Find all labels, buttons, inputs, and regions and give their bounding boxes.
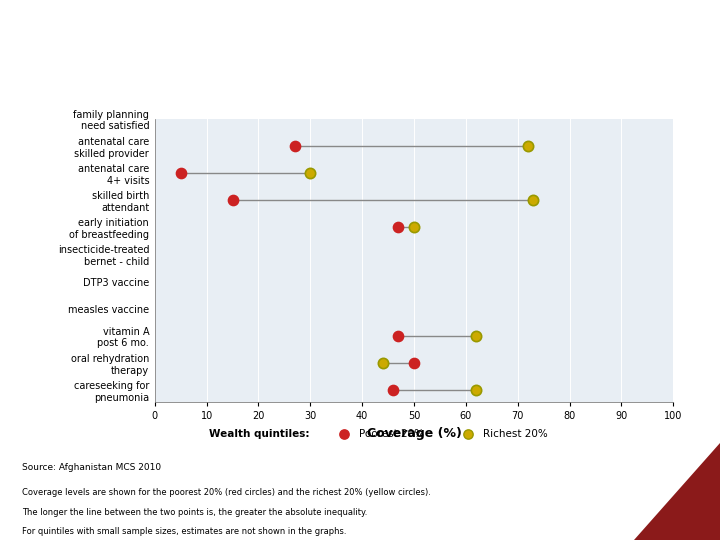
Point: [462, 430, 474, 438]
Text: Source: Afghanistan MCS 2010: Source: Afghanistan MCS 2010: [22, 463, 161, 472]
Point: [408, 223, 420, 232]
Point: [289, 141, 300, 150]
X-axis label: Coverage (%): Coverage (%): [366, 427, 462, 440]
Point: [387, 386, 399, 394]
Text: Richest 20%: Richest 20%: [482, 429, 547, 439]
Polygon shape: [634, 443, 720, 540]
Text: For quintiles with small sample sizes, estimates are not shown in the graphs.: For quintiles with small sample sizes, e…: [22, 526, 346, 536]
Point: [175, 168, 186, 177]
Point: [408, 359, 420, 367]
Point: [305, 168, 316, 177]
Point: [470, 386, 482, 394]
Point: [522, 141, 534, 150]
Text: Coverage levels in poorest and richest quintiles: Coverage levels in poorest and richest q…: [0, 35, 720, 63]
Text: Coverage levels are shown for the poorest 20% (red circles) and the richest 20% : Coverage levels are shown for the poores…: [22, 488, 431, 497]
Point: [392, 223, 404, 232]
Text: Wealth quintiles:: Wealth quintiles:: [210, 429, 310, 439]
Point: [392, 332, 404, 340]
Point: [377, 359, 389, 367]
Point: [227, 196, 238, 205]
Text: The longer the line between the two points is, the greater the absolute inequali: The longer the line between the two poin…: [22, 508, 367, 517]
Point: [528, 196, 539, 205]
Point: [470, 332, 482, 340]
Point: [338, 430, 350, 438]
Text: Poorest 20%: Poorest 20%: [359, 429, 424, 439]
